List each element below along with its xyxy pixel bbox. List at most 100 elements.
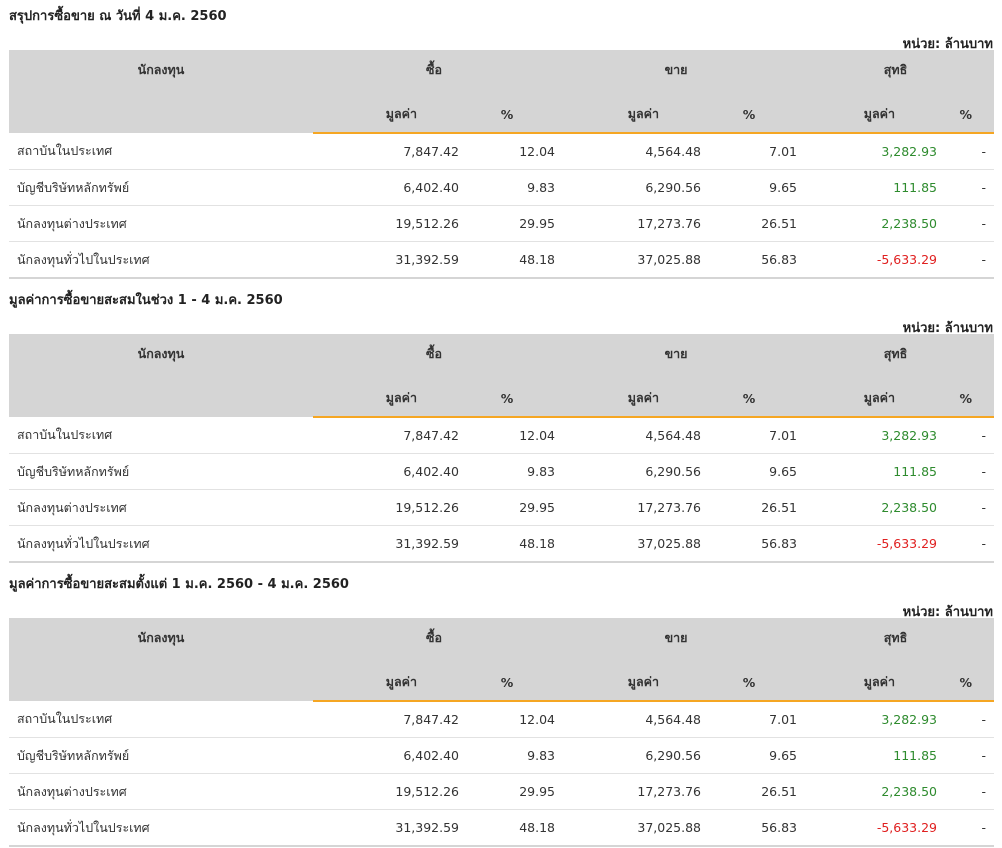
- sell-percent-header: %: [701, 380, 798, 418]
- net-percent: -: [937, 417, 995, 454]
- sell-percent: 56.83: [701, 809, 798, 847]
- sell-value: 37,025.88: [555, 241, 701, 279]
- buy-value: 6,402.40: [313, 737, 459, 774]
- investor-name: นักลงทุนทั่วไปในประเทศ: [9, 241, 313, 279]
- table-row: นักลงทุนต่างประเทศ 19,512.26 29.95 17,27…: [9, 489, 995, 526]
- sell-percent: 7.01: [701, 133, 798, 170]
- buy-value: 19,512.26: [313, 489, 459, 526]
- table-row: สถาบันในประเทศ 7,847.42 12.04 4,564.48 7…: [9, 701, 995, 738]
- sell-value: 4,564.48: [555, 417, 701, 454]
- sell-percent: 9.65: [701, 453, 798, 490]
- unit-label: หน่วย: ล้านบาท: [902, 37, 993, 52]
- net-value-header: มูลค่า: [797, 96, 938, 134]
- buy-value: 31,392.59: [313, 241, 459, 279]
- buy-percent-header: %: [459, 96, 555, 134]
- table-header: นักลงทุน ซื้อ ขาย สุทธิ มูลค่า % มูลค่า …: [9, 50, 995, 134]
- net-percent-header: %: [937, 664, 995, 702]
- net-value: 2,238.50: [797, 773, 938, 810]
- investor-name: นักลงทุนต่างประเทศ: [9, 489, 313, 526]
- net-group-header: สุทธิ: [797, 334, 995, 380]
- buy-value-header: มูลค่า: [313, 380, 459, 418]
- buy-percent: 9.83: [459, 453, 555, 490]
- net-percent: -: [937, 773, 995, 810]
- buy-value: 6,402.40: [313, 453, 459, 490]
- investor-column-header: นักลงทุน: [9, 618, 313, 701]
- net-value: 2,238.50: [797, 205, 938, 242]
- table-row: นักลงทุนทั่วไปในประเทศ 31,392.59 48.18 3…: [9, 241, 995, 279]
- sell-percent: 9.65: [701, 169, 798, 206]
- net-percent: -: [937, 241, 995, 279]
- net-value: 3,282.93: [797, 133, 938, 170]
- investor-name: บัญชีบริษัทหลักทรัพย์: [9, 169, 313, 206]
- net-percent: -: [937, 133, 995, 170]
- investor-name: นักลงทุนทั่วไปในประเทศ: [9, 525, 313, 563]
- sell-percent-header: %: [701, 96, 798, 134]
- buy-percent: 12.04: [459, 417, 555, 454]
- net-value-header: มูลค่า: [797, 380, 938, 418]
- investor-name: นักลงทุนทั่วไปในประเทศ: [9, 809, 313, 847]
- net-percent-header: %: [937, 380, 995, 418]
- net-value: -5,633.29: [797, 241, 938, 279]
- section-title: มูลค่าการซื้อขายสะสมในช่วง 1 - 4 ม.ค. 25…: [9, 293, 283, 308]
- buy-percent: 48.18: [459, 241, 555, 279]
- buy-value: 7,847.42: [313, 133, 459, 170]
- sell-percent: 26.51: [701, 205, 798, 242]
- sell-percent: 56.83: [701, 241, 798, 279]
- buy-value: 19,512.26: [313, 205, 459, 242]
- sell-value-header: มูลค่า: [555, 664, 701, 702]
- buy-value: 7,847.42: [313, 417, 459, 454]
- buy-value: 7,847.42: [313, 701, 459, 738]
- table-body: สถาบันในประเทศ 7,847.42 12.04 4,564.48 7…: [9, 701, 995, 847]
- buy-percent: 29.95: [459, 205, 555, 242]
- trading-summary-table: นักลงทุน ซื้อ ขาย สุทธิ มูลค่า % มูลค่า …: [9, 618, 995, 847]
- buy-percent: 48.18: [459, 525, 555, 563]
- buy-value: 19,512.26: [313, 773, 459, 810]
- buy-percent: 29.95: [459, 489, 555, 526]
- table-row: นักลงทุนทั่วไปในประเทศ 31,392.59 48.18 3…: [9, 525, 995, 563]
- net-percent: -: [937, 525, 995, 563]
- sell-percent: 9.65: [701, 737, 798, 774]
- investor-name: สถาบันในประเทศ: [9, 701, 313, 738]
- buy-group-header: ซื้อ: [313, 618, 555, 664]
- table-row: สถาบันในประเทศ 7,847.42 12.04 4,564.48 7…: [9, 417, 995, 454]
- sell-group-header: ขาย: [555, 334, 798, 380]
- sell-percent: 26.51: [701, 773, 798, 810]
- sell-percent-header: %: [701, 664, 798, 702]
- buy-percent: 9.83: [459, 737, 555, 774]
- sell-value: 6,290.56: [555, 737, 701, 774]
- unit-label: หน่วย: ล้านบาท: [902, 605, 993, 620]
- sell-percent: 56.83: [701, 525, 798, 563]
- net-value: -5,633.29: [797, 525, 938, 563]
- investor-name: นักลงทุนต่างประเทศ: [9, 773, 313, 810]
- sell-value: 6,290.56: [555, 453, 701, 490]
- net-value: 2,238.50: [797, 489, 938, 526]
- net-value: 111.85: [797, 169, 938, 206]
- buy-percent: 12.04: [459, 701, 555, 738]
- section-title: มูลค่าการซื้อขายสะสมตั้งแต่ 1 ม.ค. 2560 …: [9, 577, 349, 592]
- trading-summary-table: นักลงทุน ซื้อ ขาย สุทธิ มูลค่า % มูลค่า …: [9, 50, 995, 279]
- table-row: บัญชีบริษัทหลักทรัพย์ 6,402.40 9.83 6,29…: [9, 169, 995, 206]
- buy-group-header: ซื้อ: [313, 334, 555, 380]
- buy-value-header: มูลค่า: [313, 664, 459, 702]
- buy-value: 6,402.40: [313, 169, 459, 206]
- sell-value: 6,290.56: [555, 169, 701, 206]
- sell-value-header: มูลค่า: [555, 96, 701, 134]
- investor-name: บัญชีบริษัทหลักทรัพย์: [9, 737, 313, 774]
- table-row: นักลงทุนต่างประเทศ 19,512.26 29.95 17,27…: [9, 773, 995, 810]
- summary-section: มูลค่าการซื้อขายสะสมตั้งแต่ 1 ม.ค. 2560 …: [0, 568, 1002, 848]
- sell-group-header: ขาย: [555, 50, 798, 96]
- buy-value: 31,392.59: [313, 809, 459, 847]
- buy-value: 31,392.59: [313, 525, 459, 563]
- table-row: บัญชีบริษัทหลักทรัพย์ 6,402.40 9.83 6,29…: [9, 453, 995, 490]
- net-percent: -: [937, 169, 995, 206]
- investor-name: สถาบันในประเทศ: [9, 133, 313, 170]
- net-value: 111.85: [797, 737, 938, 774]
- buy-percent-header: %: [459, 664, 555, 702]
- sell-value: 17,273.76: [555, 773, 701, 810]
- net-value: 3,282.93: [797, 417, 938, 454]
- sell-group-header: ขาย: [555, 618, 798, 664]
- table-header: นักลงทุน ซื้อ ขาย สุทธิ มูลค่า % มูลค่า …: [9, 618, 995, 702]
- net-percent: -: [937, 453, 995, 490]
- net-group-header: สุทธิ: [797, 618, 995, 664]
- sell-value: 17,273.76: [555, 489, 701, 526]
